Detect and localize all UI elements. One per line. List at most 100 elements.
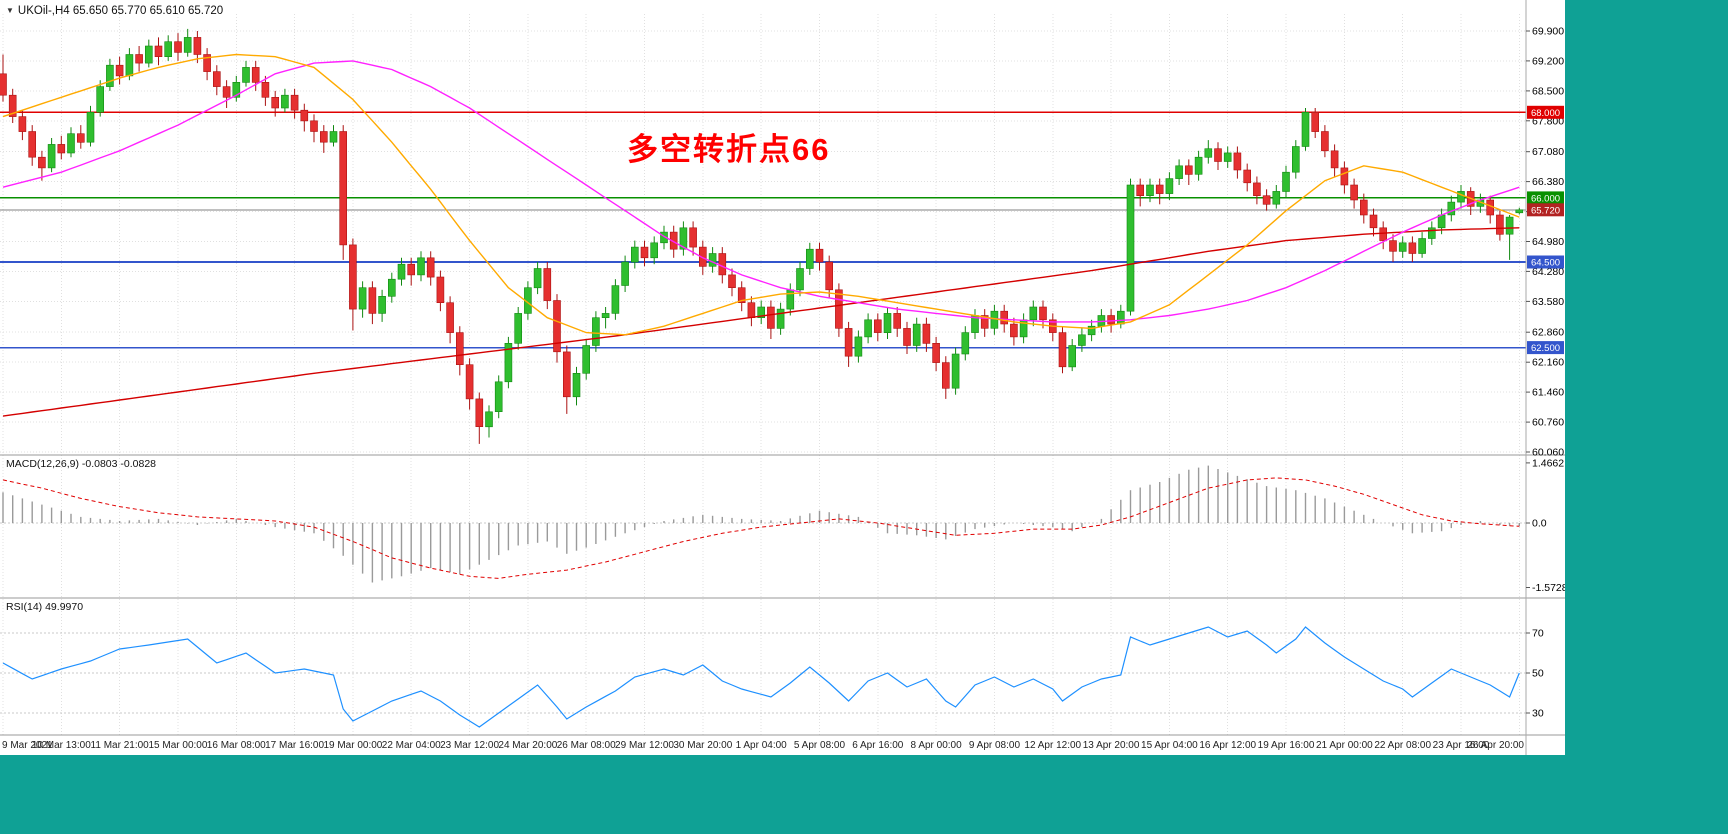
svg-text:64.500: 64.500 [1531, 258, 1560, 269]
candle [1126, 184, 1135, 312]
svg-text:61.460: 61.460 [1532, 387, 1564, 399]
candle [387, 278, 396, 297]
candle [825, 261, 834, 291]
candle [1447, 201, 1456, 216]
candle [708, 253, 717, 267]
candle [1369, 214, 1378, 229]
candle [446, 302, 454, 333]
svg-text:15 Apr 04:00: 15 Apr 04:00 [1141, 740, 1198, 751]
svg-text:62.860: 62.860 [1532, 327, 1564, 339]
candle [485, 411, 493, 428]
ma-slow-red [2, 227, 1520, 417]
candle [57, 144, 66, 154]
candle [1000, 310, 1009, 325]
candle [543, 268, 552, 301]
candle [932, 342, 940, 363]
candle [96, 86, 104, 113]
candle [1389, 240, 1397, 252]
candle [358, 287, 367, 310]
candle [1058, 332, 1067, 368]
candle [1010, 323, 1018, 338]
symbol-title: ▼ UKOil-,H4 65.650 65.770 65.610 65.720 [6, 5, 223, 17]
candle [319, 131, 328, 143]
candle [1146, 184, 1154, 196]
candle [728, 274, 736, 288]
panel-separators[interactable] [0, 0, 1565, 755]
svg-text:68.000: 68.000 [1531, 108, 1560, 119]
candle [125, 54, 134, 77]
svg-text:21 Apr 00:00: 21 Apr 00:00 [1316, 740, 1373, 751]
candle [572, 372, 581, 398]
horizontal-level-lines[interactable] [0, 111, 1526, 349]
candle [47, 144, 56, 169]
candle [38, 156, 46, 169]
candle [154, 45, 163, 57]
candle [494, 381, 503, 412]
candle [562, 351, 571, 398]
candle [407, 263, 416, 276]
chart-canvas[interactable]: 69.90069.20068.50067.80067.08066.38065.6… [0, 0, 1565, 755]
svg-text:50: 50 [1532, 668, 1544, 680]
candle [980, 315, 989, 329]
current-price-badge: 65.720 [1527, 203, 1564, 216]
svg-text:60.060: 60.060 [1532, 447, 1564, 459]
candle [174, 41, 182, 53]
candle [222, 86, 231, 98]
candle [251, 67, 260, 83]
candle [18, 116, 27, 132]
candle [903, 328, 911, 346]
candle [1272, 191, 1281, 205]
svg-text:11 Mar 21:00: 11 Mar 21:00 [91, 740, 150, 751]
candle [1408, 242, 1417, 254]
candle [805, 248, 814, 269]
candle [310, 120, 318, 132]
candle [961, 332, 970, 355]
candle [86, 112, 95, 143]
ma-fast-orange [2, 53, 1520, 336]
symbol-title-text: UKOil-,H4 65.650 65.770 65.610 65.720 [17, 5, 224, 17]
svg-text:70: 70 [1532, 628, 1544, 640]
chart-collapse-icon[interactable]: ▼ [6, 6, 14, 15]
svg-text:26 Apr 20:00: 26 Apr 20:00 [1467, 740, 1524, 751]
candle [1360, 199, 1368, 216]
candle [1496, 214, 1504, 235]
candle [106, 64, 114, 87]
candle [1068, 345, 1076, 368]
candle [786, 289, 795, 310]
candle [1165, 178, 1174, 194]
svg-text:66.000: 66.000 [1531, 193, 1560, 204]
candle [1078, 334, 1086, 346]
svg-text:13 Apr 20:00: 13 Apr 20:00 [1083, 740, 1140, 751]
candle [941, 362, 950, 389]
svg-text:62.160: 62.160 [1532, 357, 1564, 369]
svg-text:69.900: 69.900 [1532, 26, 1564, 38]
svg-text:30 Mar 20:00: 30 Mar 20:00 [673, 740, 732, 751]
candle [1505, 216, 1514, 235]
svg-text:24 Mar 20:00: 24 Mar 20:00 [498, 740, 557, 751]
candle [281, 94, 289, 109]
svg-text:16 Apr 12:00: 16 Apr 12:00 [1199, 740, 1256, 751]
svg-text:23 Mar 12:00: 23 Mar 12:00 [440, 740, 499, 751]
candle [426, 257, 435, 278]
candle [601, 313, 610, 318]
hline-badge-64.500: 64.500 [1527, 255, 1564, 269]
candle [436, 276, 445, 304]
candle [844, 328, 853, 357]
candle [213, 71, 221, 87]
candle [290, 94, 299, 111]
candle [883, 313, 892, 333]
candle [349, 244, 357, 310]
candle [873, 319, 882, 333]
candle [592, 317, 600, 346]
candle [1418, 238, 1426, 254]
rsi-line [2, 626, 1520, 728]
svg-text:10 Mar 13:00: 10 Mar 13:00 [32, 740, 91, 751]
price-annotation: 多空转折点66 [627, 132, 831, 167]
svg-text:1 Apr 04:00: 1 Apr 04:00 [736, 740, 788, 751]
candle [1330, 150, 1339, 169]
candle [339, 131, 348, 246]
svg-text:68.500: 68.500 [1532, 85, 1564, 97]
candle [1155, 184, 1164, 194]
svg-text:22 Apr 08:00: 22 Apr 08:00 [1374, 740, 1431, 751]
candle [533, 268, 542, 289]
